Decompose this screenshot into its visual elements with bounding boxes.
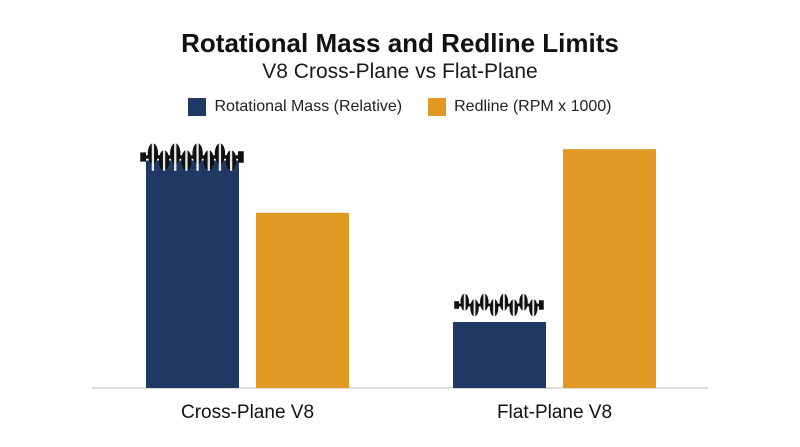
chart-title: Rotational Mass and Redline Limits <box>181 28 619 58</box>
bar-mass-1 <box>453 322 546 388</box>
legend-label-mass: Rotational Mass (Relative) <box>214 98 403 115</box>
legend: Rotational Mass (Relative) Redline (RPM … <box>0 98 800 116</box>
x-tick-label-0: Cross-Plane V8 <box>181 402 314 423</box>
bar-redline-0 <box>256 212 349 388</box>
bar-redline-1 <box>563 149 656 388</box>
x-tick-label-1: Flat-Plane V8 <box>497 402 612 423</box>
chart-subtitle: V8 Cross-Plane vs Flat-Plane <box>262 60 538 83</box>
legend-item-redline: Redline (RPM x 1000) <box>428 98 612 116</box>
bar-mass-0 <box>146 160 239 388</box>
legend-swatch-mass <box>188 98 207 116</box>
legend-item-mass: Rotational Mass (Relative) <box>188 98 402 116</box>
crankshaft-icon-heavy <box>140 143 244 171</box>
legend-label-redline: Redline (RPM x 1000) <box>454 98 612 115</box>
legend-swatch-redline <box>428 98 447 116</box>
crankshaft-icon-light <box>454 293 544 317</box>
